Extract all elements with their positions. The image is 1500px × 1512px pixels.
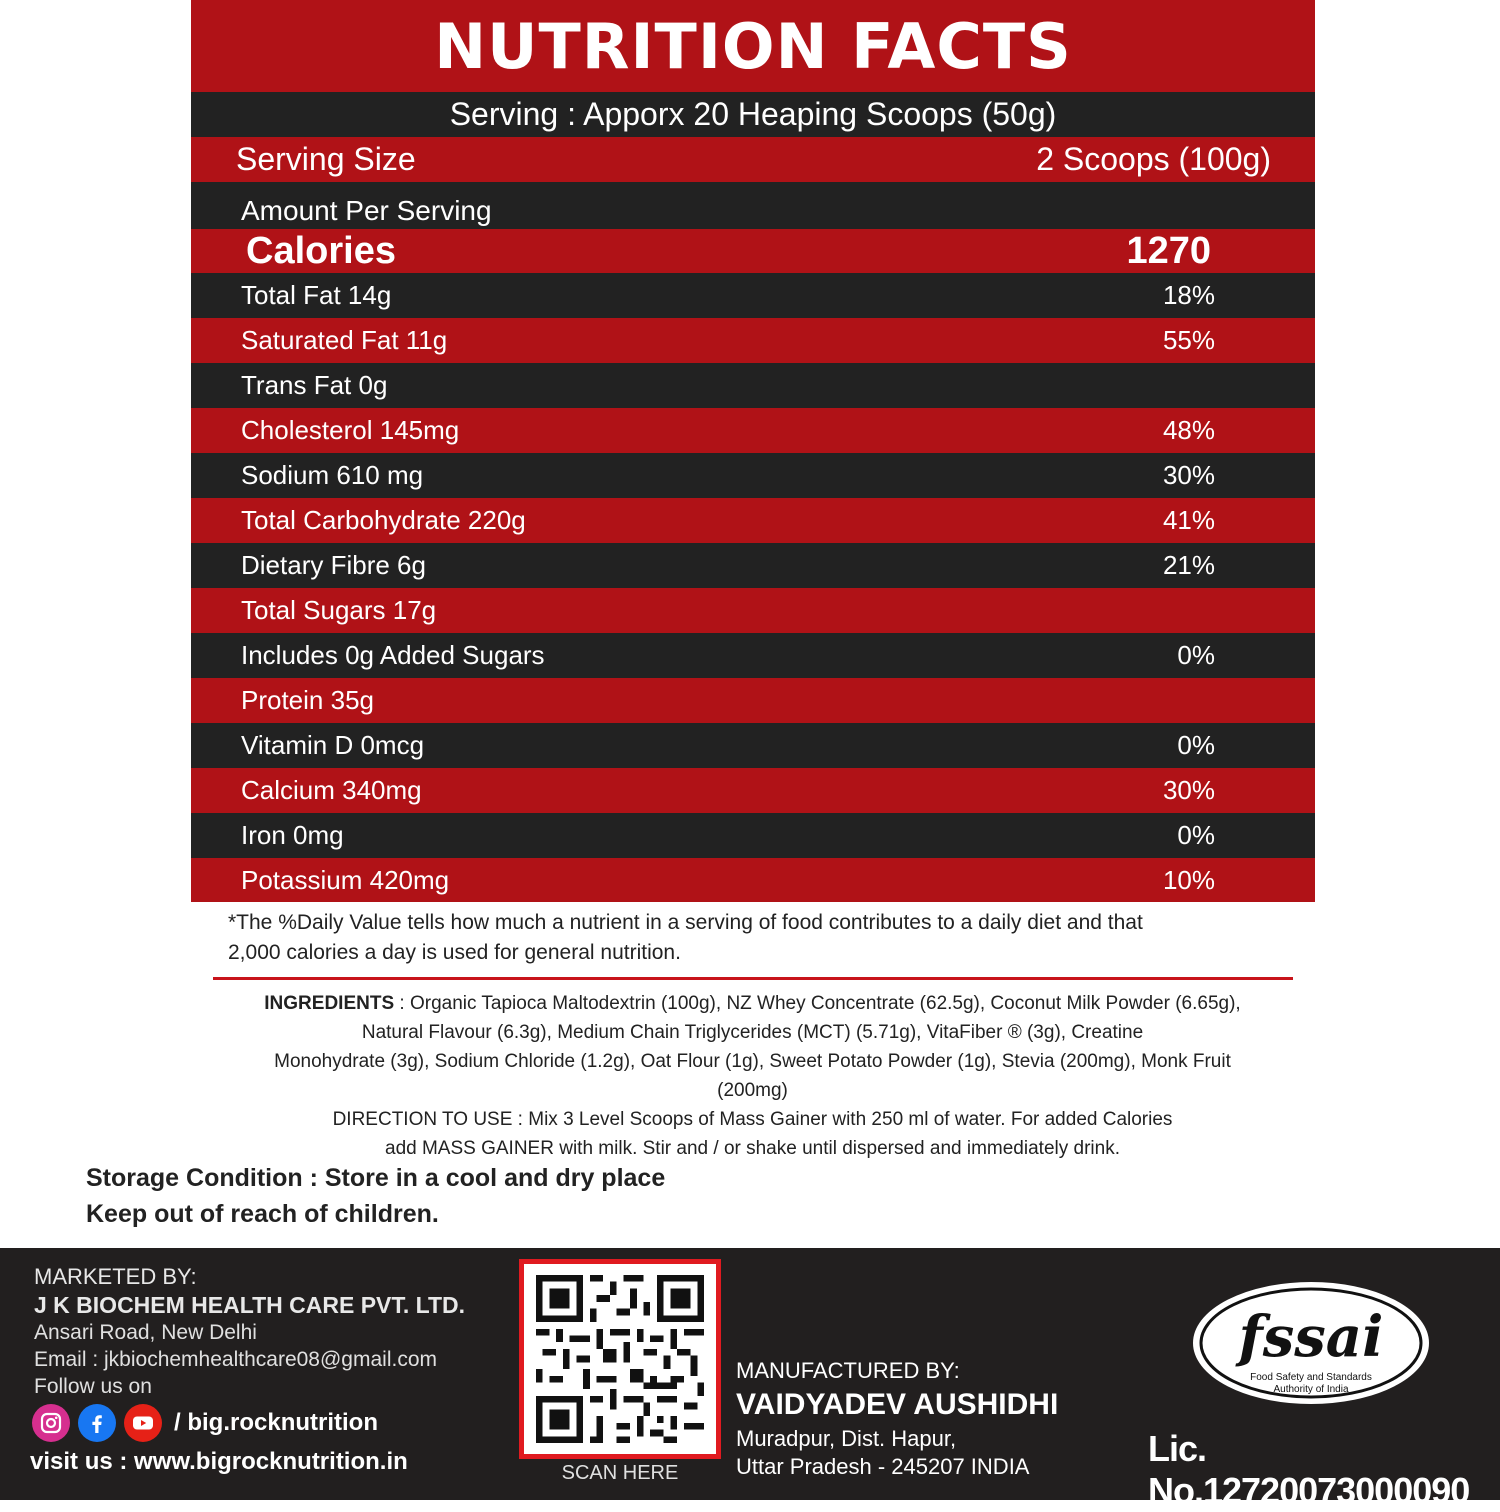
marketer-email: Email : jkbiochemhealthcare08@gmail.com: [34, 1348, 437, 1371]
qr-code-image: [536, 1275, 704, 1443]
scan-here-label: SCAN HERE: [561, 1462, 679, 1484]
daily-value-footnote: *The %Daily Value tells how much a nutri…: [228, 908, 1238, 968]
nutrient-label: Saturated Fat 11g: [241, 325, 448, 355]
nutrient-row: Saturated Fat 11g 55%: [191, 318, 1315, 363]
nutrient-label: Sodium 610 mg: [241, 460, 424, 490]
facebook-icon[interactable]: [78, 1404, 116, 1442]
nutrient-daily-value: 41%: [1162, 505, 1215, 535]
ingredients-text: : Organic Tapioca Maltodextrin (100g), N…: [394, 993, 1241, 1014]
directions-line: add MASS GAINER with milk. Stir and / or…: [385, 1138, 1120, 1159]
nutrient-row: Potassium 420mg 10%: [191, 858, 1315, 902]
nutrient-daily-value: 0%: [1177, 820, 1215, 850]
child-warning: Keep out of reach of children.: [86, 1200, 439, 1228]
nutrient-row: Includes 0g Added Sugars 0%: [191, 633, 1315, 678]
nutrient-label: Protein 35g: [241, 685, 374, 715]
nutrient-label: Iron 0mg: [241, 820, 344, 850]
nutrient-daily-value: 48%: [1162, 415, 1215, 445]
nutrient-label: Vitamin D 0mcg: [241, 730, 425, 760]
manufactured-by-label: MANUFACTURED BY:: [736, 1358, 960, 1383]
ingredients-block: INGREDIENTS : Organic Tapioca Maltodextr…: [250, 989, 1255, 1163]
nutrient-label: Total Fat 14g: [241, 280, 392, 310]
qr-code[interactable]: [519, 1259, 721, 1459]
directions-line: DIRECTION TO USE : Mix 3 Level Scoops of…: [332, 1109, 1173, 1130]
website-link[interactable]: visit us : www.bigrocknutrition.in: [30, 1448, 408, 1475]
nutrient-daily-value: 30%: [1162, 775, 1215, 805]
marketer-address: Ansari Road, New Delhi: [34, 1321, 257, 1344]
ingredients-line: Monohydrate (3g), Sodium Chloride (1.2g)…: [274, 1051, 1231, 1101]
nutrient-label: Dietary Fibre 6g: [241, 550, 426, 580]
fssai-tagline: Authority of India: [1273, 1384, 1348, 1395]
nutrient-daily-value: 10%: [1162, 864, 1215, 895]
follow-us-label: Follow us on: [34, 1375, 152, 1398]
youtube-icon[interactable]: [124, 1404, 162, 1442]
nutrient-daily-value: 0%: [1177, 730, 1215, 760]
nutrient-label: Total Sugars 17g: [241, 595, 437, 625]
ingredients-heading: INGREDIENTS: [264, 993, 395, 1014]
nutrient-row: Dietary Fibre 6g 21%: [191, 543, 1315, 588]
nutrient-label: Cholesterol 145mg: [241, 415, 460, 445]
storage-condition: Storage Condition : Store in a cool and …: [86, 1164, 666, 1192]
nutrition-facts-panel: NUTRITION FACTS Serving : Apporx 20 Heap…: [191, 0, 1315, 902]
nutrient-daily-value: 21%: [1162, 550, 1215, 580]
serving-line: Serving : Apporx 20 Heaping Scoops (50g): [191, 92, 1315, 137]
nutrient-daily-value: 0%: [1177, 640, 1215, 670]
nutrient-row: Protein 35g: [191, 678, 1315, 723]
nutrient-row: Trans Fat 0g: [191, 363, 1315, 408]
fssai-tagline: Food Safety and Standards: [1250, 1372, 1372, 1383]
nutrient-row: Total Sugars 17g: [191, 588, 1315, 633]
manufacturer-name: VAIDYADEV AUSHIDHI: [736, 1388, 1059, 1421]
license-number: Lic. No.12720073000090: [1148, 1428, 1470, 1511]
nutrient-label: Trans Fat 0g: [241, 370, 388, 400]
footnote-line: *The %Daily Value tells how much a nutri…: [228, 911, 1143, 934]
footnote-line: 2,000 calories a day is used for general…: [228, 941, 681, 964]
serving-text: Serving : Apporx 20 Heaping Scoops (50g): [449, 96, 1057, 132]
instagram-icon[interactable]: [32, 1404, 70, 1442]
social-links: / big.rocknutrition: [32, 1404, 378, 1442]
calories-row: Calories 1270: [191, 229, 1315, 273]
nutrient-daily-value: 18%: [1162, 280, 1215, 310]
calories-value: 1270: [1126, 229, 1211, 272]
nutrient-row: Calcium 340mg 30%: [191, 768, 1315, 813]
storage-block: Storage Condition : Store in a cool and …: [86, 1160, 665, 1232]
manufacturer-address-line: Uttar Pradesh - 245207 INDIA: [736, 1454, 1030, 1479]
nutrient-row: Cholesterol 145mg 48%: [191, 408, 1315, 453]
footer-bar: MARKETED BY: J K BIOCHEM HEALTH CARE PVT…: [0, 1248, 1500, 1511]
nutrient-row: Iron 0mg 0%: [191, 813, 1315, 858]
social-handle[interactable]: / big.rocknutrition: [174, 1409, 378, 1436]
ingredients-line: INGREDIENTS : Organic Tapioca Maltodextr…: [250, 989, 1255, 1018]
nutrient-label: Includes 0g Added Sugars: [241, 640, 545, 670]
marketed-by-label: MARKETED BY:: [34, 1264, 197, 1289]
nutrient-daily-value: 30%: [1162, 460, 1215, 490]
nutrient-row: Total Fat 14g 18%: [191, 273, 1315, 318]
manufacturer-address-line: Muradpur, Dist. Hapur,: [736, 1426, 957, 1451]
nutrient-row: Total Carbohydrate 220g 41%: [191, 498, 1315, 543]
marketer-name: J K BIOCHEM HEALTH CARE PVT. LTD.: [34, 1292, 466, 1318]
amount-per-serving-label: Amount Per Serving: [241, 195, 492, 226]
nutrient-daily-value: 55%: [1162, 325, 1215, 355]
divider-rule: [213, 977, 1293, 980]
amount-per-serving-row: Amount Per Serving: [191, 182, 1315, 229]
nutrient-label: Calcium 340mg: [241, 775, 422, 805]
nutrient-row: Vitamin D 0mcg 0%: [191, 723, 1315, 768]
nutrient-row: Sodium 610 mg 30%: [191, 453, 1315, 498]
panel-title: NUTRITION FACTS: [434, 9, 1072, 83]
ingredients-line: Natural Flavour (6.3g), Medium Chain Tri…: [361, 1022, 1144, 1043]
fssai-logo: fssai Food Safety and Standards Authorit…: [1193, 1282, 1429, 1404]
nutrient-label: Total Carbohydrate 220g: [241, 505, 526, 535]
serving-size-label: Serving Size: [236, 141, 416, 177]
title-band: NUTRITION FACTS: [191, 0, 1315, 92]
serving-size-value: 2 Scoops (100g): [1036, 141, 1271, 177]
serving-size-row: Serving Size 2 Scoops (100g): [191, 137, 1315, 182]
fssai-wordmark: fssai: [1235, 1304, 1384, 1370]
calories-label: Calories: [246, 229, 396, 272]
nutrient-label: Potassium 420mg: [241, 864, 450, 895]
